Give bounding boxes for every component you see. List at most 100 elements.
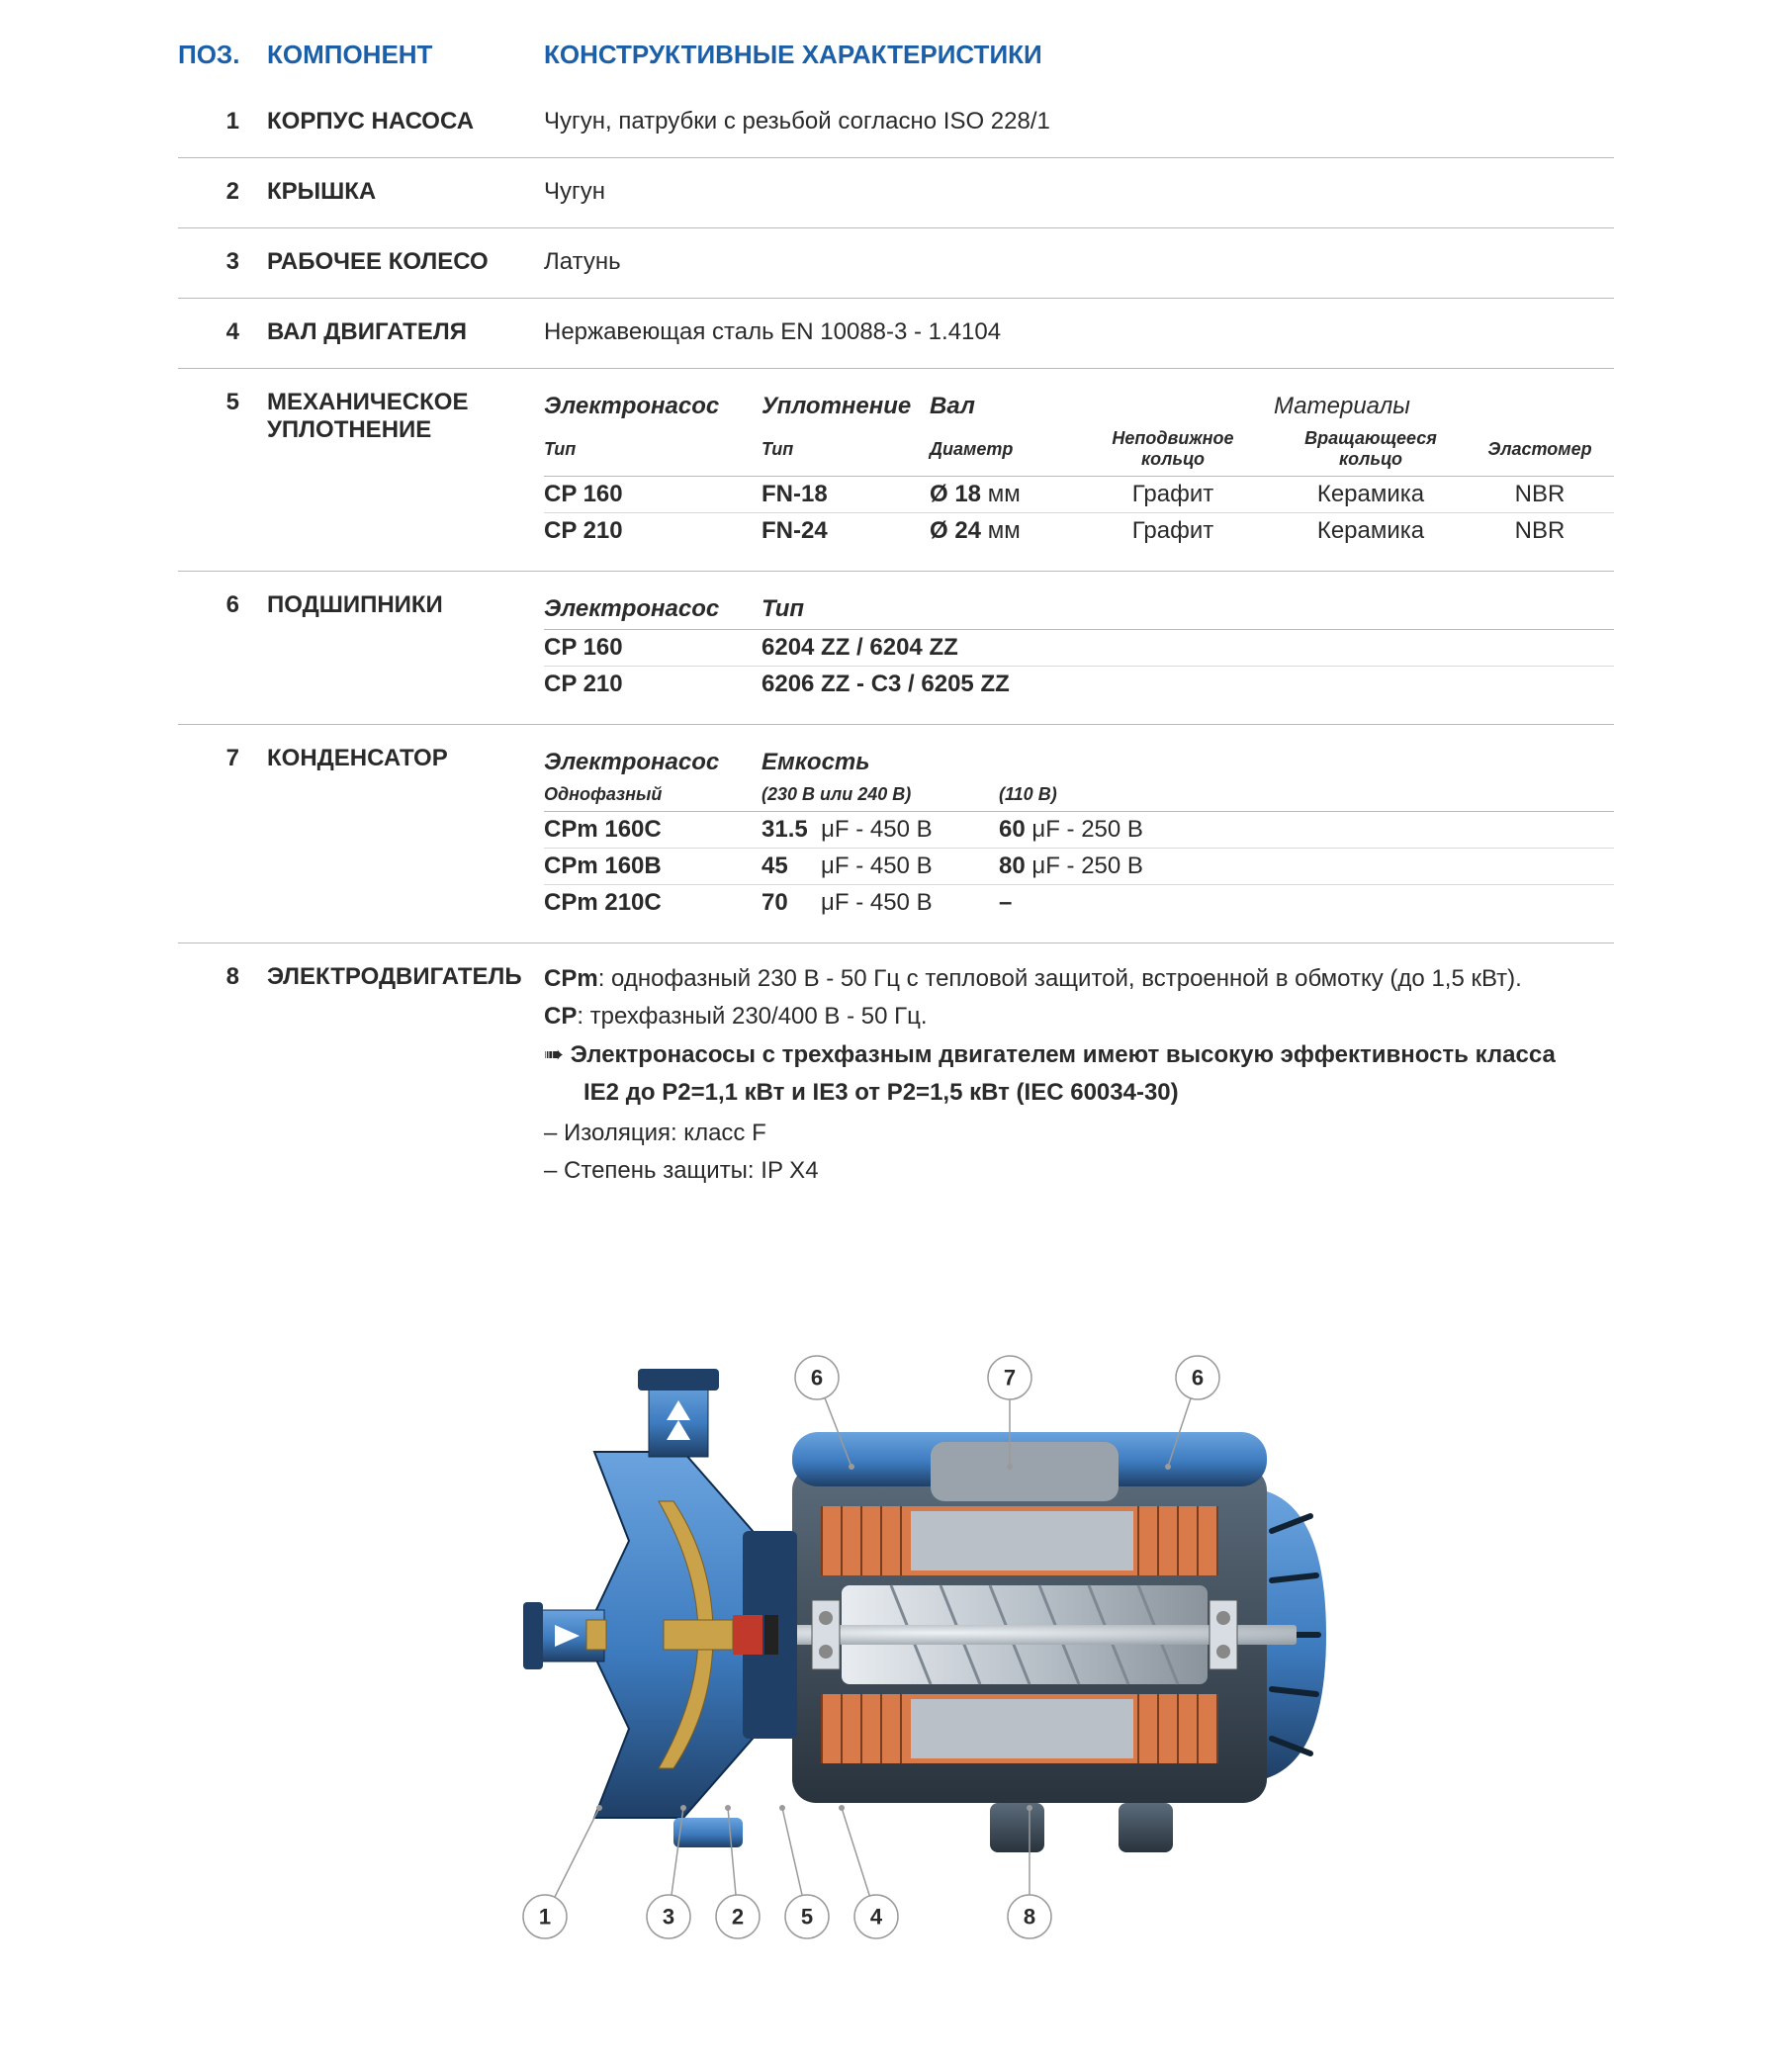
th-shaft: Вал (930, 389, 1078, 424)
component-name: ПОДШИПНИКИ (267, 591, 544, 702)
row-motor: 8 ЭЛЕКТРОДВИГАТЕЛЬ CPm: однофазный 230 В… (178, 943, 1614, 1214)
component-detail: Электронасос Емкость Однофазный (230 В и… (544, 745, 1614, 921)
cell: Графит (1078, 513, 1276, 550)
cell: CP 210 (544, 513, 762, 550)
bearing-front (812, 1600, 840, 1669)
cell: Керамика (1276, 477, 1474, 513)
th-type: Тип (762, 591, 1614, 630)
cell: CP 210 (544, 667, 762, 703)
motor-eff2: IE2 до P2=1,1 кВт и IE3 от P2=1,5 кВт (I… (544, 1077, 1614, 1109)
motor-eff1: ➠ Электронасосы с трехфазным двигателем … (544, 1039, 1614, 1071)
callout-number: 7 (1004, 1366, 1016, 1391)
seal-row: CP 210 FN-24 Ø 24 мм Графит Керамика NBR (544, 513, 1614, 550)
component-detail: Электронасос Тип CP 160 6204 ZZ / 6204 Z… (544, 591, 1614, 702)
bearings-head: Электронасос Тип (544, 591, 1614, 630)
th-230: (230 В или 240 В) (762, 780, 999, 812)
callout-number: 8 (1024, 1905, 1035, 1930)
motor-cp: CP: трехфазный 230/400 В - 50 Гц. (544, 1001, 1614, 1032)
pos: 4 (178, 318, 267, 346)
component-name: КОРПУС НАСОСА (267, 108, 544, 135)
th-pump: Электронасос (544, 389, 762, 424)
row-shaft: 4 ВАЛ ДВИГАТЕЛЯ Нержавеющая сталь EN 100… (178, 299, 1614, 369)
cell: Ø 24 мм (930, 513, 1078, 550)
component-name: КОНДЕНСАТОР (267, 745, 544, 921)
bearings-row: CP 160 6204 ZZ / 6204 ZZ (544, 630, 1614, 667)
motor-ip: – Степень защиты: IP X4 (544, 1155, 1614, 1187)
row-pump-body: 1 КОРПУС НАСОСА Чугун, патрубки с резьбо… (178, 88, 1614, 158)
th-dia: Диаметр (930, 424, 1078, 477)
seal-table: Электронасос Уплотнение Вал Материалы Ти… (544, 389, 1614, 549)
callout-number: 5 (801, 1905, 813, 1930)
bearings-table: Электронасос Тип CP 160 6204 ZZ / 6204 Z… (544, 591, 1614, 702)
cell: 6204 ZZ / 6204 ZZ (762, 630, 1614, 667)
cell: CP 160 (544, 630, 762, 667)
th-type2: Тип (762, 424, 930, 477)
table-header: ПОЗ. КОМПОНЕНТ КОНСТРУКТИВНЫЕ ХАРАКТЕРИС… (178, 40, 1614, 70)
seal-sub-row: Тип Тип Диаметр Неподвижное кольцо Враща… (544, 424, 1614, 477)
th-rot: Вращающееся кольцо (1276, 424, 1474, 477)
cell: – (999, 885, 1614, 922)
component-detail: Чугун, патрубки с резьбой согласно ISO 2… (544, 108, 1614, 135)
bearings-row: CP 210 6206 ZZ - C3 / 6205 ZZ (544, 667, 1614, 703)
pos: 6 (178, 591, 267, 702)
pump-volute (523, 1369, 777, 1847)
th-110: (110 В) (999, 780, 1614, 812)
cell: 60 μF - 250 В (999, 812, 1614, 849)
pos: 1 (178, 108, 267, 135)
cell: 80 μF - 250 В (999, 849, 1614, 885)
th-single: Однофазный (544, 780, 762, 812)
callout-number: 3 (663, 1905, 674, 1930)
callout-number: 1 (539, 1905, 551, 1930)
component-detail: Чугун (544, 178, 1614, 206)
arrow-icon: ➠ (544, 1041, 564, 1068)
component-name: ВАЛ ДВИГАТЕЛЯ (267, 318, 544, 346)
component-detail: Нержавеющая сталь EN 10088-3 - 1.4104 (544, 318, 1614, 346)
pos: 7 (178, 745, 267, 921)
cell: CPm 160C (544, 812, 762, 849)
cap-row: CPm 160C 31.5 μF - 450 В 60 μF - 250 В (544, 812, 1614, 849)
header-comp: КОМПОНЕНТ (267, 40, 544, 70)
cap-sub: Однофазный (230 В или 240 В) (110 В) (544, 780, 1614, 812)
row-impeller: 3 РАБОЧЕЕ КОЛЕСО Латунь (178, 228, 1614, 299)
cell: FN-24 (762, 513, 930, 550)
cap-row: CPm 210C 70 μF - 450 В – (544, 885, 1614, 922)
th-type: Тип (544, 424, 762, 477)
pump-cutaway-svg: 676 132548 (377, 1284, 1415, 2006)
cell: NBR (1474, 513, 1614, 550)
callout-number: 6 (1192, 1366, 1204, 1391)
row-cover: 2 КРЫШКА Чугун (178, 158, 1614, 228)
pos: 3 (178, 248, 267, 276)
callout-number: 4 (870, 1905, 883, 1930)
cell: 6206 ZZ - C3 / 6205 ZZ (762, 667, 1614, 703)
th-pump: Электронасос (544, 745, 762, 780)
component-detail: Латунь (544, 248, 1614, 276)
component-name: РАБОЧЕЕ КОЛЕСО (267, 248, 544, 276)
row-capacitor: 7 КОНДЕНСАТОР Электронасос Емкость Одноф… (178, 725, 1614, 943)
header-pos: ПОЗ. (178, 40, 267, 70)
th-pump: Электронасос (544, 591, 762, 630)
motor-ins: – Изоляция: класс F (544, 1118, 1614, 1149)
shaft-nut (586, 1620, 606, 1650)
bearing-rear (1210, 1600, 1237, 1669)
capacitor-pod (931, 1442, 1119, 1501)
component-name: КРЫШКА (267, 178, 544, 206)
cell: 31.5 μF - 450 В (762, 812, 999, 849)
th-seal: Уплотнение (762, 389, 930, 424)
row-bearings: 6 ПОДШИПНИКИ Электронасос Тип CP 160 620… (178, 572, 1614, 725)
th-stat: Неподвижное кольцо (1078, 424, 1276, 477)
cell: CPm 160B (544, 849, 762, 885)
cell: Ø 18 мм (930, 477, 1078, 513)
cell: FN-18 (762, 477, 930, 513)
motor-cpm: CPm: однофазный 230 В - 50 Гц с тепловой… (544, 963, 1614, 995)
callout-number: 2 (732, 1905, 744, 1930)
component-name: ЭЛЕКТРОДВИГАТЕЛЬ (267, 963, 544, 1193)
pos: 8 (178, 963, 267, 1193)
pos: 2 (178, 178, 267, 206)
mechanical-seal (733, 1615, 778, 1655)
cell: CP 160 (544, 477, 762, 513)
component-detail: Электронасос Уплотнение Вал Материалы Ти… (544, 389, 1614, 549)
capacitor-table: Электронасос Емкость Однофазный (230 В и… (544, 745, 1614, 921)
cell: 70 μF - 450 В (762, 885, 999, 922)
th-materials: Материалы (1078, 389, 1614, 424)
pos: 5 (178, 389, 267, 549)
